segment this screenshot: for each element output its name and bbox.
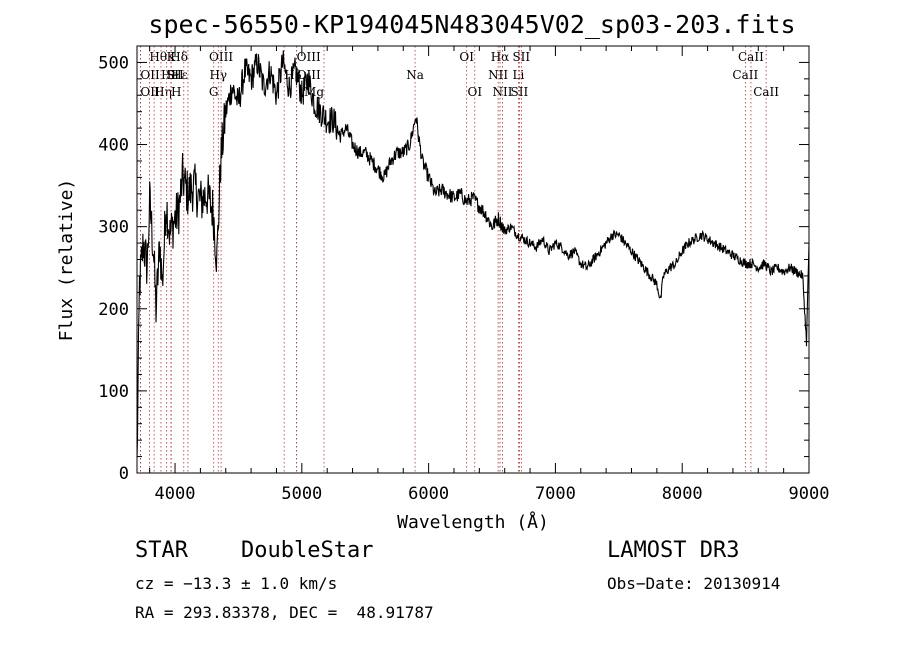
line-label-6: H <box>171 85 181 99</box>
line-label-8: Hδ <box>170 50 188 64</box>
line-label-24: Li <box>512 68 524 82</box>
x-tick-label-2: 6000 <box>408 484 449 504</box>
x-tick-label-1: 5000 <box>281 484 322 504</box>
line-label-28: CaII <box>753 85 779 99</box>
y-tick-label-1: 100 <box>98 382 129 402</box>
line-label-11: Hγ <box>209 68 227 82</box>
y-tick-label-4: 400 <box>98 136 129 156</box>
x-tick-label-0: 4000 <box>155 484 196 504</box>
y-tick-label-2: 200 <box>98 300 129 320</box>
line-label-4: He <box>161 68 179 82</box>
y-tick-label-5: 500 <box>98 53 129 73</box>
line-label-19: OI <box>467 85 482 99</box>
object-class: STAR <box>135 538 188 563</box>
line-label-13: OIII <box>297 50 321 64</box>
line-label-18: OI <box>459 50 474 64</box>
x-axis-label: Wavelength (Å) <box>397 511 549 533</box>
plot-frame <box>136 45 810 474</box>
object-subclass: DoubleStar <box>241 538 374 563</box>
observation-date: Obs−Date: 20130914 <box>607 574 781 593</box>
line-label-12: G <box>209 85 219 99</box>
line-label-1: OII <box>140 68 160 82</box>
line-label-27: CaII <box>732 68 758 82</box>
coordinates: RA = 293.83378, DEC = 48.91787 <box>135 603 434 622</box>
line-label-2: OII <box>140 85 160 99</box>
line-label-20: Hα <box>491 50 510 64</box>
y-tick-label-0: 0 <box>119 464 129 484</box>
spectral-lines: HθOIIOIIHηHeKHHεHδSIIOIIIHγGOIIIOIIIHβMg… <box>140 46 779 473</box>
spectrum-chart: spec-56550-KP194045N483045V02_sp03-203.f… <box>56 10 830 533</box>
redshift-value: cz = −13.3 ± 1.0 km/s <box>135 574 338 593</box>
y-axis-label: Flux (relative) <box>56 179 77 342</box>
line-label-22: NII <box>493 85 513 99</box>
y-tick-label-3: 300 <box>98 218 129 238</box>
line-label-5: K <box>167 50 177 64</box>
line-label-3: Hη <box>154 85 172 99</box>
chart-title: spec-56550-KP194045N483045V02_sp03-203.f… <box>148 10 795 39</box>
line-label-21: NII <box>488 68 508 82</box>
line-label-10: OIII <box>209 50 233 64</box>
line-label-9: SII <box>166 68 184 82</box>
line-label-23: SII <box>512 50 530 64</box>
survey-name: LAMOST DR3 <box>607 538 740 563</box>
axis-ticks: 4000 5000 6000 7000 8000 9000 0 100 200 300 400 500 <box>98 45 830 504</box>
x-tick-label-4: 8000 <box>662 484 703 504</box>
line-label-25: SII <box>511 85 529 99</box>
line-label-0: Hθ <box>149 50 167 64</box>
x-tick-label-3: 7000 <box>535 484 576 504</box>
spectrum-line <box>136 50 810 458</box>
line-label-26: CaII <box>738 50 764 64</box>
x-tick-label-5: 9000 <box>789 484 830 504</box>
line-label-17: Na <box>406 68 424 82</box>
